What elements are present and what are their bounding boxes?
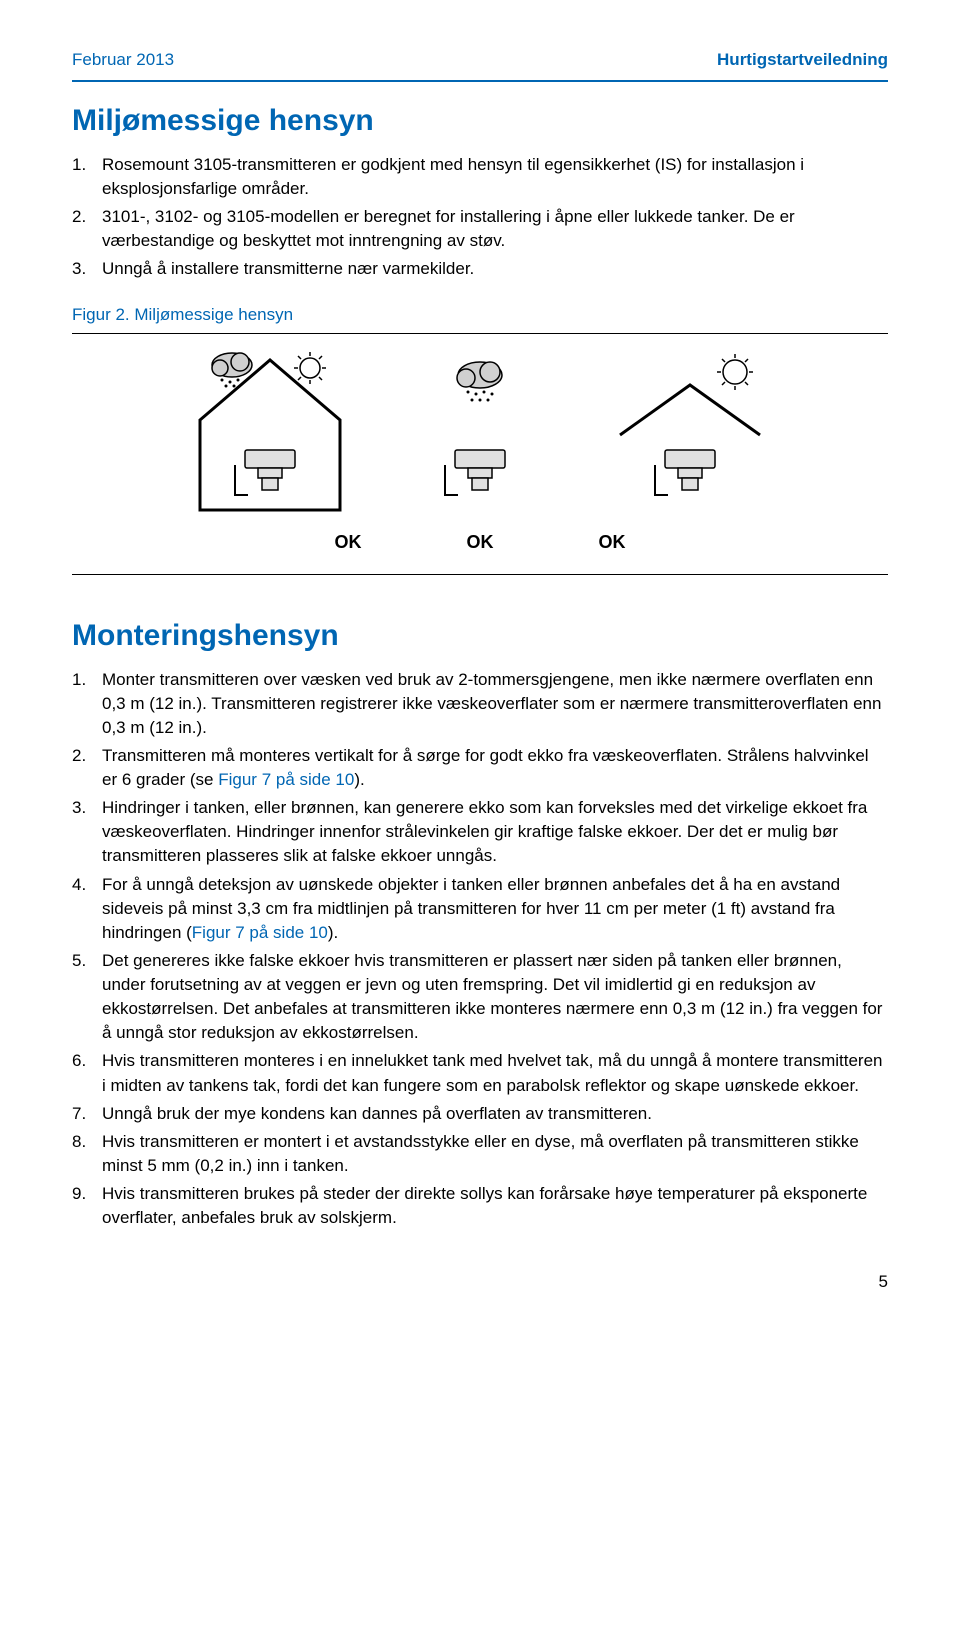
section-title-environmental: Miljømessige hensyn <box>72 100 888 143</box>
figure-rule-bottom <box>72 574 888 575</box>
list-item: 1. Monter transmitteren over væsken ved … <box>72 668 888 740</box>
item-text: Hvis transmitteren monteres i en inneluk… <box>102 1049 888 1097</box>
header-date: Februar 2013 <box>72 48 174 72</box>
item-text: 3101-, 3102- og 3105-modellen er beregne… <box>102 205 888 253</box>
item-number: 6. <box>72 1049 102 1097</box>
ok-label: OK <box>467 530 494 556</box>
list-item: 1. Rosemount 3105-transmitteren er godkj… <box>72 153 888 201</box>
item-text: Transmitteren må monteres vertikalt for … <box>102 744 888 792</box>
list-item: 2. Transmitteren må monteres vertikalt f… <box>72 744 888 792</box>
scenario-1-illustration <box>190 350 350 520</box>
item-text: For å unngå deteksjon av uønskede objekt… <box>102 873 888 945</box>
item-number: 3. <box>72 796 102 868</box>
figure-environmental <box>72 350 888 520</box>
item-text: Unngå bruk der mye kondens kan dannes på… <box>102 1102 888 1126</box>
item-text: Rosemount 3105-transmitteren er godkjent… <box>102 153 888 201</box>
ok-label: OK <box>335 530 362 556</box>
list-item: 8. Hvis transmitteren er montert i et av… <box>72 1130 888 1178</box>
scenario-2-illustration <box>410 350 550 520</box>
list-item: 9. Hvis transmitteren brukes på steder d… <box>72 1182 888 1230</box>
item-number: 1. <box>72 153 102 201</box>
item-number: 3. <box>72 257 102 281</box>
list-item: 6. Hvis transmitteren monteres i en inne… <box>72 1049 888 1097</box>
list-item: 7. Unngå bruk der mye kondens kan dannes… <box>72 1102 888 1126</box>
item-text: Hvis transmitteren brukes på steder der … <box>102 1182 888 1230</box>
figure-link[interactable]: Figur 7 på side 10 <box>192 923 328 942</box>
section-title-mounting: Monteringshensyn <box>72 615 888 658</box>
item-number: 4. <box>72 873 102 945</box>
scenario-3-illustration <box>610 350 770 520</box>
item-text: Hindringer i tanken, eller brønnen, kan … <box>102 796 888 868</box>
item-text-b: ). <box>354 770 364 789</box>
list-item: 3. Unngå å installere transmitterne nær … <box>72 257 888 281</box>
header-rule <box>72 80 888 82</box>
page-header: Februar 2013 Hurtigstartveiledning <box>72 48 888 72</box>
header-doc-type: Hurtigstartveiledning <box>717 48 888 72</box>
item-text-b: ). <box>328 923 338 942</box>
item-number: 5. <box>72 949 102 1046</box>
item-number: 7. <box>72 1102 102 1126</box>
list-item: 4. For å unngå deteksjon av uønskede obj… <box>72 873 888 945</box>
item-text: Monter transmitteren over væsken ved bru… <box>102 668 888 740</box>
ok-labels-row: OK OK OK <box>72 530 888 556</box>
item-text: Unngå å installere transmitterne nær var… <box>102 257 888 281</box>
item-number: 1. <box>72 668 102 740</box>
item-text-a: Transmitteren må monteres vertikalt for … <box>102 746 869 789</box>
figure-rule-top <box>72 333 888 334</box>
item-text: Det genereres ikke falske ekkoer hvis tr… <box>102 949 888 1046</box>
page-number: 5 <box>72 1270 888 1294</box>
item-text: Hvis transmitteren er montert i et avsta… <box>102 1130 888 1178</box>
item-number: 2. <box>72 205 102 253</box>
figure-caption: Figur 2. Miljømessige hensyn <box>72 303 888 327</box>
list-item: 2. 3101-, 3102- og 3105-modellen er bere… <box>72 205 888 253</box>
environmental-list: 1. Rosemount 3105-transmitteren er godkj… <box>72 153 888 282</box>
item-number: 2. <box>72 744 102 792</box>
list-item: 5. Det genereres ikke falske ekkoer hvis… <box>72 949 888 1046</box>
list-item: 3. Hindringer i tanken, eller brønnen, k… <box>72 796 888 868</box>
mounting-list: 1. Monter transmitteren over væsken ved … <box>72 668 888 1231</box>
ok-label: OK <box>599 530 626 556</box>
item-number: 8. <box>72 1130 102 1178</box>
item-number: 9. <box>72 1182 102 1230</box>
figure-link[interactable]: Figur 7 på side 10 <box>218 770 354 789</box>
